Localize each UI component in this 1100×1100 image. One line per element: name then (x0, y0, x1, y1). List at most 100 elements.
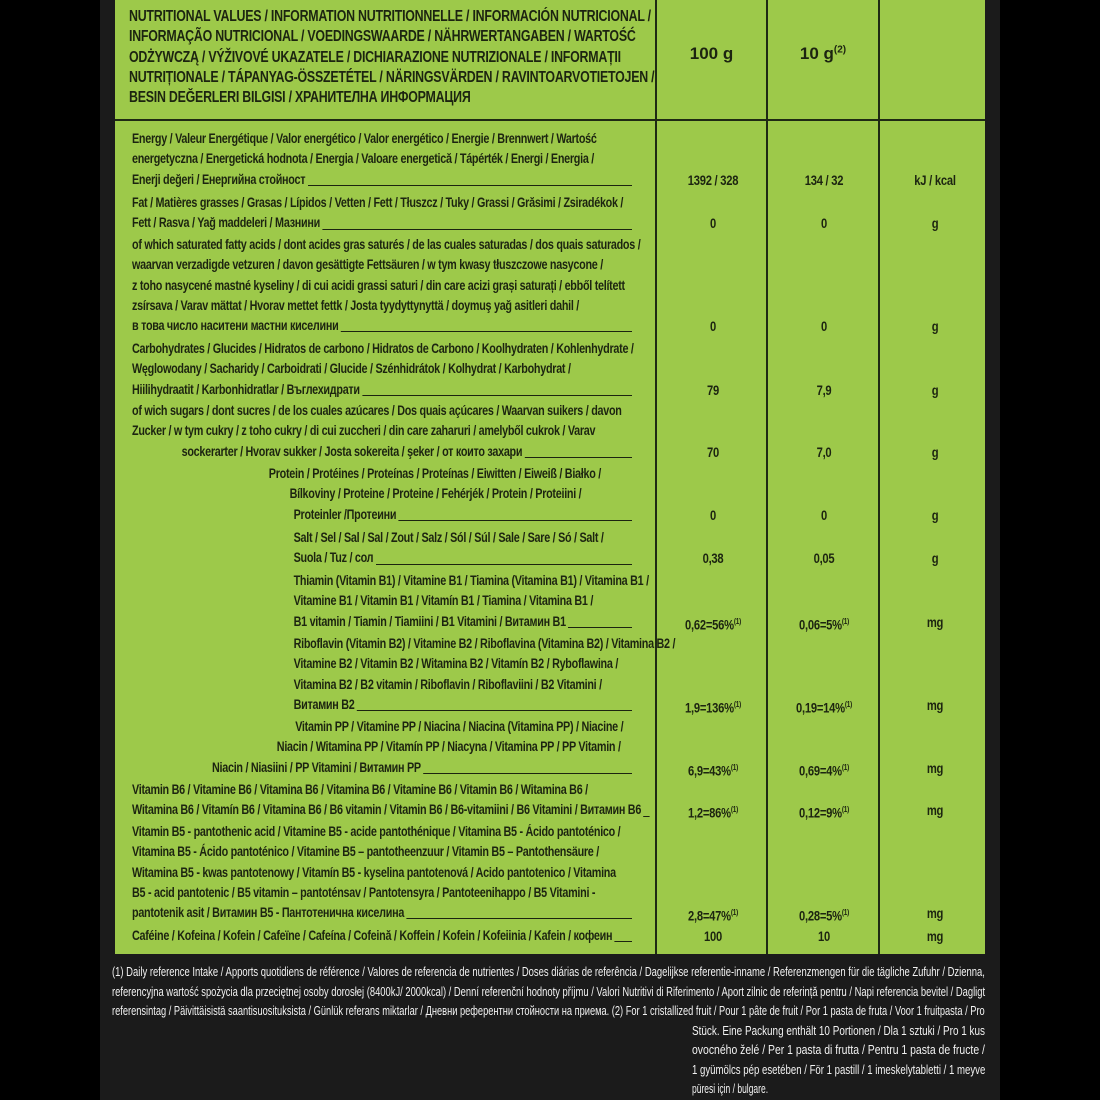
unit-value: g (891, 505, 979, 525)
nutrient-row-energy: Energy / Valeur Energétique / Valor ener… (132, 129, 956, 190)
nutrient-label-line: Zucker / w tym cukry / z toho cukry / di… (132, 423, 596, 439)
nutrient-label-line: Vitamina B5 - Ácido pantoténico / Vitami… (132, 844, 599, 860)
nutrient-row-vitamin-b2: Riboflavin (Vitamin B2) / Vitamine B2 / … (132, 634, 944, 718)
nutrient-label-line: Vitamin B6 / Vitamine B6 / Vitamina B6 /… (132, 782, 588, 797)
value-text: 0,19=14% (796, 699, 845, 716)
value-text: 2,8=47% (688, 907, 731, 924)
value-text: 0,62=56% (685, 616, 734, 633)
nutrient-label-line: sockerarter / Hvorav sukker / Josta soke… (181, 443, 523, 459)
label-line-wrap: waarvan verzadigde vetzuren / davon gesä… (132, 255, 632, 275)
label-line-wrap: Thiamin (Vitamin B1) / Vitamine B1 / Tia… (132, 571, 649, 591)
nutrient-label: Vitamin PP / Vitamine PP / Niacina / Nia… (132, 717, 632, 778)
value-10g: 10 (780, 926, 868, 946)
value-text: 0 (710, 215, 716, 232)
label-line-wrap: Vitamina B5 - Ácido pantoténico / Vitami… (132, 842, 632, 862)
nutrient-label: of wich sugars / dont sucres / de los cu… (132, 401, 632, 462)
value-100g: 6,9=43%(1) (669, 758, 757, 781)
footnote-ref: (1) (730, 908, 738, 918)
value-text: 0 (821, 318, 827, 335)
value-text: g (931, 550, 939, 567)
label-line-wrap: B1 vitamin / Tiamin / Tiamiini / B1 Vita… (132, 612, 632, 632)
value-text: 1,2=86% (688, 804, 731, 821)
label-line-wrap: B5 - acid pantotenic / B5 vitamin – pant… (132, 883, 632, 903)
label-line-wrap: Protein / Protéines / Proteínas / Proteí… (132, 464, 632, 484)
nutrient-label-line: Fat / Matières grasses / Grasas / Lípido… (132, 195, 624, 210)
value-100g: 0,62=56%(1) (669, 612, 757, 635)
column-divider (878, 0, 880, 954)
value-100g: 0 (669, 505, 757, 525)
nutrient-row-vitamin-b6: Vitamin B6 / Vitamine B6 / Vitamina B6 /… (132, 780, 943, 821)
nutrient-label: of which saturated fatty acids / dont ac… (132, 235, 641, 336)
value-10g: 0,06=5%(1) (780, 612, 868, 635)
value-text: 0,38 (702, 550, 724, 567)
value-text: mg (926, 928, 944, 944)
nutrient-row-salt: Salt / Sel / Sal / Sal / Zout / Salz / S… (132, 528, 939, 569)
value-10g: 0 (780, 213, 868, 233)
footnote-ref: (1) (841, 616, 849, 626)
nutrient-label-line: pantotenik asit / Витамин B5 - Пантотени… (132, 905, 405, 921)
value-text: 0,05 (813, 550, 835, 567)
value-text: mg (926, 905, 944, 922)
value-text: 6,9=43% (688, 762, 731, 779)
nutrient-label-line: Vitamine B2 / Vitamin B2 / Witamina B2 /… (293, 656, 619, 672)
nutrient-label: Thiamin (Vitamin B1) / Vitamine B1 / Tia… (132, 571, 649, 632)
nutrient-label: Protein / Protéines / Proteínas / Proteí… (132, 464, 632, 525)
unit-value: mg (891, 926, 979, 946)
unit-value: g (891, 380, 979, 400)
title-line: BESIN DEĞERLERI BILGISI / ХРАНИТЕЛНА ИНФ… (129, 89, 471, 107)
label-line-wrap: zsírsava / Varav mättat / Hvorav mettet … (132, 296, 632, 316)
table-title: NUTRITIONAL VALUES / INFORMATION NUTRITI… (129, 7, 655, 108)
value-text: 100 (704, 928, 722, 944)
value-text: g (931, 318, 939, 335)
value-text: 0,28=5% (799, 907, 842, 924)
column-divider (766, 0, 768, 954)
footnote-line: püresi için / bulgare. (692, 1082, 769, 1096)
nutrient-label-line: Protein / Protéines / Proteínas / Proteí… (268, 466, 601, 481)
label-line-wrap: Energy / Valeur Energétique / Valor ener… (132, 129, 632, 149)
label-line-wrap: Vitamina B2 / B2 vitamin / Riboflavin / … (132, 675, 632, 695)
footnote-line: 1 gyümölcs pép esetében / För 1 pastill … (692, 1063, 986, 1077)
value-text: g (931, 381, 939, 398)
value-text: mg (926, 696, 944, 713)
nutrient-label: Vitamin B5 - pantothenic acid / Vitamine… (132, 822, 632, 923)
unit-value: g (891, 548, 979, 568)
label-line-wrap: of wich sugars / dont sucres / de los cu… (132, 401, 632, 421)
nutrient-row-vitamin-b5: Vitamin B5 - pantothenic acid / Vitamine… (132, 822, 943, 924)
nutrient-label: Vitamin B6 / Vitamine B6 / Vitamina B6 /… (132, 780, 641, 821)
value-10g: 0,19=14%(1) (780, 695, 868, 718)
value-10g: 7,0 (780, 442, 868, 462)
nutrient-label-line: Hiilihydraatit / Karbonhidratlar / Въгле… (132, 381, 360, 397)
nutrient-label-line: Energy / Valeur Energétique / Valor ener… (132, 131, 597, 146)
nutrient-label-line: Витамин B2 (293, 696, 355, 712)
title-line: INFORMAÇÃO NUTRICIONAL / VOEDINGSWAARDE … (129, 28, 636, 46)
unit-value: g (891, 316, 979, 336)
footnote-ref: (1) (841, 762, 849, 772)
nutrition-table: NUTRITIONAL VALUES / INFORMATION NUTRITI… (113, 0, 987, 956)
value-text: 10 (818, 928, 830, 944)
nutrient-label-line: Witamina B6 / Vitamín B6 / Vitamina B6 /… (132, 802, 642, 818)
label-line-wrap: Zucker / w tym cukry / z toho cukry / di… (132, 421, 632, 441)
nutrient-label: Carbohydrates / Glucides / Hidratos de c… (132, 339, 634, 400)
nutrient-label: Caféine / Kofeina / Kofein / Cafeïne / C… (132, 926, 632, 946)
value-10g: 134 / 32 (780, 170, 868, 190)
value-10g: 0,69=4%(1) (780, 758, 868, 781)
label-line-wrap: Carbohydrates / Glucides / Hidratos de c… (132, 339, 634, 359)
value-100g: 1392 / 328 (669, 170, 757, 190)
value-100g: 79 (669, 380, 757, 400)
unit-value: mg (891, 612, 979, 632)
nutrient-label-line: Thiamin (Vitamin B1) / Vitamine B1 / Tia… (293, 573, 649, 588)
label-line-wrap: Enerji değeri / Енергийна стойност (132, 170, 632, 190)
header-divider (115, 119, 985, 121)
value-text: g (931, 443, 939, 460)
value-text: g (931, 506, 939, 523)
label-line-wrap: Suola / Tuz / сол (132, 548, 632, 568)
value-100g: 1,9=136%(1) (669, 695, 757, 718)
nutrient-label-line: Vitamin B5 - pantothenic acid / Vitamine… (132, 824, 621, 839)
value-text: mg (926, 759, 944, 776)
value-text: 0,69=4% (799, 762, 842, 779)
nutrient-label-line: of wich sugars / dont sucres / de los cu… (132, 403, 622, 418)
footnote-line: ovocného želé / Per 1 pasta di frutta / … (692, 1043, 985, 1057)
column-divider (655, 0, 657, 954)
label-line-wrap: Witamina B6 / Vitamín B6 / Vitamina B6 /… (132, 800, 641, 820)
nutrient-label: Riboflavin (Vitamin B2) / Vitamine B2 / … (132, 634, 676, 715)
